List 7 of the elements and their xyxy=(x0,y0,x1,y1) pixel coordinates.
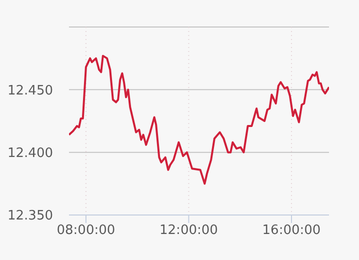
y-tick-label: 12.450 xyxy=(8,83,53,98)
x-tick-label: 12:00:00 xyxy=(160,223,218,238)
x-tick-label: 08:00:00 xyxy=(56,223,116,238)
x-tick-label: 16:00:00 xyxy=(262,223,321,238)
line-series xyxy=(69,54,329,185)
y-tick-label: 12.350 xyxy=(8,208,53,224)
y-tick-label: 12.400 xyxy=(8,146,53,161)
